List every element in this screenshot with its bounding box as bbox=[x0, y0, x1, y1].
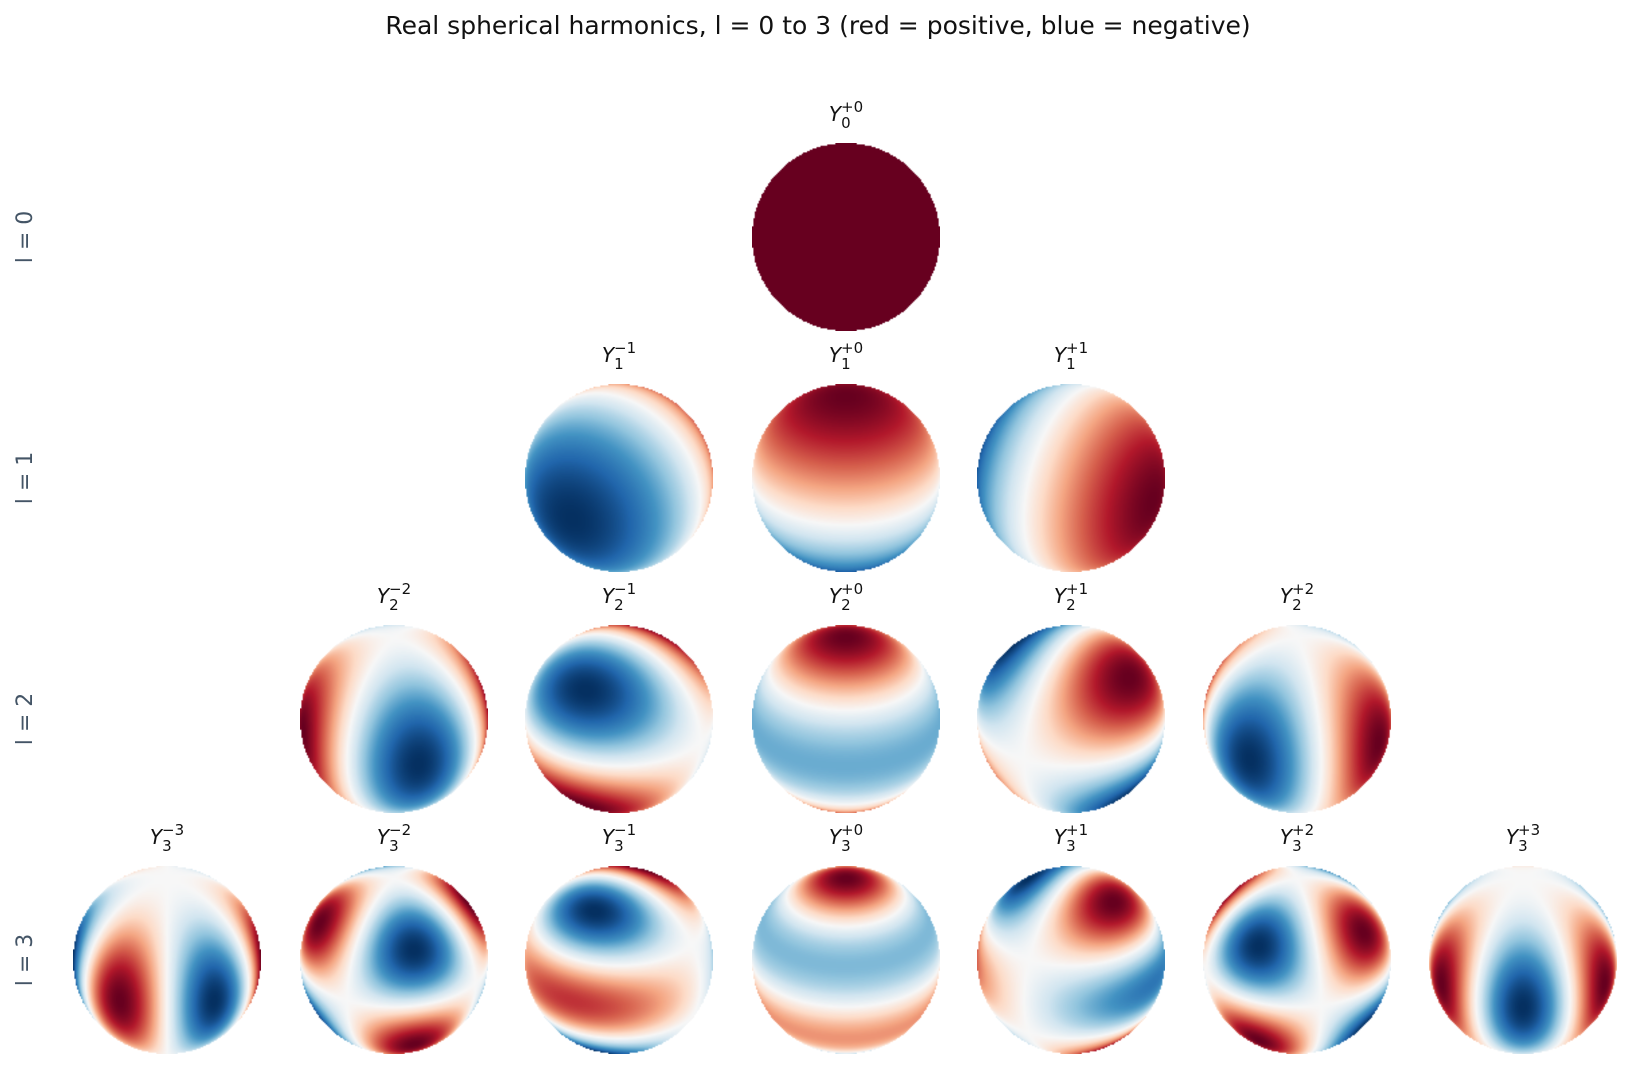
sphere bbox=[752, 143, 940, 331]
symbol: Y bbox=[150, 825, 164, 849]
sphere bbox=[1203, 625, 1391, 813]
symbol: Y bbox=[377, 584, 391, 608]
superscript: −2 bbox=[389, 580, 411, 598]
superscript: +3 bbox=[1518, 821, 1540, 839]
superscript: +0 bbox=[841, 821, 863, 839]
row-label: l = 1 bbox=[13, 452, 38, 505]
superscript: +2 bbox=[1292, 580, 1314, 598]
sphere bbox=[525, 384, 713, 572]
sphere bbox=[977, 866, 1165, 1054]
symbol: Y bbox=[1506, 825, 1520, 849]
superscript: +1 bbox=[1066, 821, 1088, 839]
row-label: l = 3 bbox=[13, 934, 38, 987]
subscript: 2 bbox=[1066, 596, 1076, 614]
symbol: Y bbox=[1054, 584, 1068, 608]
superscript: +2 bbox=[1292, 821, 1314, 839]
symbol: Y bbox=[1280, 584, 1294, 608]
subscript: 2 bbox=[614, 596, 624, 614]
panel-label: Y+0 2 bbox=[829, 580, 863, 614]
row-label: l = 0 bbox=[13, 211, 38, 264]
sphere bbox=[752, 384, 940, 572]
superscript: +1 bbox=[1066, 339, 1088, 357]
sphere bbox=[73, 866, 261, 1054]
sphere bbox=[977, 625, 1165, 813]
subscript: 3 bbox=[614, 837, 624, 855]
superscript: +1 bbox=[1066, 580, 1088, 598]
sphere bbox=[752, 866, 940, 1054]
panel-label: Y−2 3 bbox=[377, 821, 411, 855]
superscript: +0 bbox=[841, 339, 863, 357]
subscript: 2 bbox=[1292, 596, 1302, 614]
symbol: Y bbox=[1280, 825, 1294, 849]
panel-label: Y+2 3 bbox=[1280, 821, 1314, 855]
symbol: Y bbox=[602, 343, 616, 367]
panel-label: Y+0 0 bbox=[829, 98, 863, 132]
subscript: 1 bbox=[1066, 355, 1076, 373]
subscript: 3 bbox=[162, 837, 172, 855]
sphere bbox=[525, 866, 713, 1054]
superscript: +0 bbox=[841, 580, 863, 598]
symbol: Y bbox=[829, 102, 843, 126]
subscript: 3 bbox=[1066, 837, 1076, 855]
symbol: Y bbox=[377, 825, 391, 849]
symbol: Y bbox=[829, 343, 843, 367]
symbol: Y bbox=[829, 825, 843, 849]
subscript: 0 bbox=[841, 114, 851, 132]
panel-label: Y−3 3 bbox=[150, 821, 184, 855]
symbol: Y bbox=[1054, 825, 1068, 849]
panel-label: Y+1 2 bbox=[1054, 580, 1088, 614]
symbol: Y bbox=[602, 825, 616, 849]
subscript: 3 bbox=[1292, 837, 1302, 855]
sphere bbox=[1203, 866, 1391, 1054]
sphere bbox=[300, 866, 488, 1054]
panel-label: Y+0 1 bbox=[829, 339, 863, 373]
subscript: 1 bbox=[614, 355, 624, 373]
superscript: −3 bbox=[162, 821, 184, 839]
subscript: 3 bbox=[841, 837, 851, 855]
sphere bbox=[525, 625, 713, 813]
subscript: 3 bbox=[389, 837, 399, 855]
figure-title: Real spherical harmonics, l = 0 to 3 (re… bbox=[385, 11, 1250, 40]
subscript: 2 bbox=[841, 596, 851, 614]
panel-label: Y−1 2 bbox=[602, 580, 636, 614]
superscript: −1 bbox=[614, 339, 636, 357]
sphere bbox=[1429, 866, 1617, 1054]
panel-label: Y+1 1 bbox=[1054, 339, 1088, 373]
symbol: Y bbox=[829, 584, 843, 608]
panel-label: Y−2 2 bbox=[377, 580, 411, 614]
panel-label: Y−1 3 bbox=[602, 821, 636, 855]
subscript: 1 bbox=[841, 355, 851, 373]
panel-label: Y−1 1 bbox=[602, 339, 636, 373]
panel-label: Y+1 3 bbox=[1054, 821, 1088, 855]
subscript: 3 bbox=[1518, 837, 1528, 855]
symbol: Y bbox=[602, 584, 616, 608]
symbol: Y bbox=[1054, 343, 1068, 367]
sphere bbox=[977, 384, 1165, 572]
superscript: −1 bbox=[614, 821, 636, 839]
row-label: l = 2 bbox=[13, 693, 38, 746]
sphere bbox=[300, 625, 488, 813]
sphere bbox=[752, 625, 940, 813]
panel-label: Y+0 3 bbox=[829, 821, 863, 855]
subscript: 2 bbox=[389, 596, 399, 614]
superscript: −1 bbox=[614, 580, 636, 598]
superscript: +0 bbox=[841, 98, 863, 116]
superscript: −2 bbox=[389, 821, 411, 839]
panel-label: Y+3 3 bbox=[1506, 821, 1540, 855]
panel-label: Y+2 2 bbox=[1280, 580, 1314, 614]
